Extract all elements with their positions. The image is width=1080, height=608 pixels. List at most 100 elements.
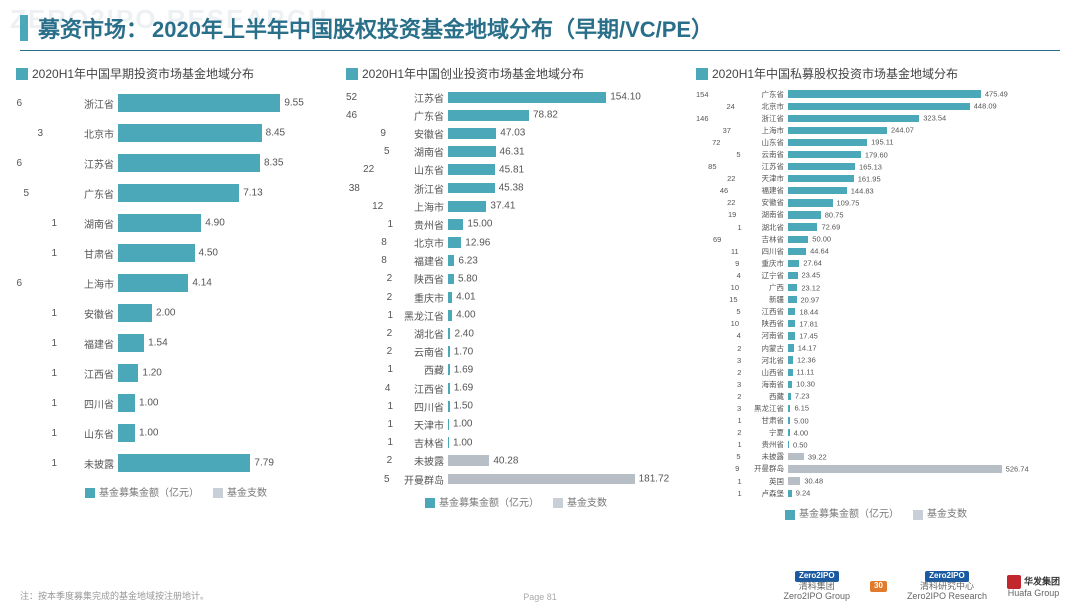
amount-bar <box>788 381 792 388</box>
chart-title: 2020H1年中国私募股权投资市场基金地域分布 <box>696 65 1056 82</box>
amount-area: 45.81 <box>448 161 686 179</box>
category-label: 吉林省 <box>744 234 788 245</box>
chart-row: 52江苏省154.10 <box>346 88 686 106</box>
count-area: 1 <box>696 416 744 425</box>
count-area: 1 <box>346 401 396 412</box>
category-label: 福建省 <box>66 336 118 351</box>
chart-row: 5未披露39.22 <box>696 451 1056 463</box>
amount-area: 165.13 <box>788 161 1056 173</box>
count-label: 2 <box>387 273 393 284</box>
count-area: 9 <box>346 128 396 139</box>
count-area: 46 <box>346 110 396 121</box>
amount-bar <box>118 394 135 412</box>
count-area: 22 <box>346 164 396 175</box>
count-label: 1 <box>738 416 742 425</box>
count-label: 5 <box>384 474 390 485</box>
amount-label: 12.96 <box>465 237 490 248</box>
amount-label: 40.28 <box>493 455 518 466</box>
count-label: 2 <box>387 292 393 303</box>
count-area: 4 <box>696 331 744 340</box>
amount-bar <box>788 369 793 376</box>
count-area: 2 <box>696 428 744 437</box>
amount-area: 244.07 <box>788 124 1056 136</box>
category-label: 江苏省 <box>396 90 448 105</box>
amount-label: 475.49 <box>985 90 1008 99</box>
amount-label: 0.50 <box>793 440 808 449</box>
amount-bar <box>448 401 450 412</box>
amount-area: 14.17 <box>788 342 1056 354</box>
amount-label: 1.54 <box>148 338 167 349</box>
amount-area: 154.10 <box>448 88 686 106</box>
count-area: 3 <box>696 404 744 413</box>
count-area: 24 <box>696 102 744 111</box>
count-label: 1 <box>388 310 394 321</box>
count-label: 2 <box>387 328 393 339</box>
category-label: 未披露 <box>66 456 118 471</box>
amount-bar <box>118 424 135 442</box>
amount-bar <box>788 139 867 146</box>
amount-area: 23.45 <box>788 269 1056 281</box>
count-label: 4 <box>737 331 741 340</box>
category-label: 江西省 <box>66 366 118 381</box>
amount-bar <box>788 284 797 291</box>
amount-area: 1.00 <box>448 415 686 433</box>
amount-area: 1.20 <box>118 358 336 388</box>
amount-label: 4.50 <box>199 248 218 259</box>
chart-row: 6江苏省8.35 <box>16 148 336 178</box>
count-label: 10 <box>731 283 739 292</box>
amount-bar <box>788 453 804 460</box>
category-label: 贵州省 <box>396 217 448 232</box>
amount-bar <box>788 175 854 182</box>
amount-bar <box>448 164 495 175</box>
amount-bar <box>788 417 790 424</box>
amount-area: 40.28 <box>448 452 686 470</box>
category-label: 黑龙江省 <box>396 308 448 323</box>
amount-label: 1.00 <box>453 437 472 448</box>
count-label: 1 <box>51 458 57 469</box>
category-label: 湖南省 <box>744 209 788 220</box>
amount-area: 50.00 <box>788 233 1056 245</box>
amount-bar <box>788 477 800 484</box>
amount-area: 4.00 <box>788 427 1056 439</box>
amount-area: 2.40 <box>448 324 686 342</box>
amount-label: 37.41 <box>490 201 515 212</box>
amount-bar <box>788 441 789 448</box>
category-label: 安徽省 <box>744 197 788 208</box>
amount-bar <box>788 248 806 255</box>
chart-row: 12上海市37.41 <box>346 197 686 215</box>
count-label: 22 <box>363 164 374 175</box>
amount-area: 4.14 <box>118 268 336 298</box>
amount-bar <box>788 236 808 243</box>
category-label: 上海市 <box>66 276 118 291</box>
category-label: 上海市 <box>744 125 788 136</box>
count-label: 15 <box>729 295 737 304</box>
amount-area: 1.69 <box>448 361 686 379</box>
logo-30: 30 <box>870 581 887 592</box>
count-area: 1 <box>696 489 744 498</box>
chart-row: 3北京市8.45 <box>16 118 336 148</box>
count-area: 37 <box>696 126 744 135</box>
count-area: 5 <box>346 146 396 157</box>
amount-area: 4.90 <box>118 208 336 238</box>
count-area: 4 <box>346 383 396 394</box>
category-label: 卢森堡 <box>744 488 788 499</box>
chart-row: 146浙江省323.54 <box>696 112 1056 124</box>
amount-area: 2.00 <box>118 298 336 328</box>
amount-label: 45.81 <box>499 164 524 175</box>
category-label: 浙江省 <box>66 96 118 111</box>
chart-row: 9开曼群岛526.74 <box>696 463 1056 475</box>
chart-title: 2020H1年中国早期投资市场基金地域分布 <box>16 65 336 82</box>
category-label: 北京市 <box>396 235 448 250</box>
amount-bar <box>788 320 795 327</box>
amount-bar <box>788 115 919 122</box>
amount-area: 37.41 <box>448 197 686 215</box>
amount-bar <box>448 346 450 357</box>
chart-row: 6浙江省9.55 <box>16 88 336 118</box>
amount-label: 1.69 <box>454 364 473 375</box>
amount-area: 46.31 <box>448 143 686 161</box>
category-label: 山东省 <box>66 426 118 441</box>
count-area: 1 <box>346 310 396 321</box>
amount-label: 17.45 <box>799 331 818 340</box>
count-label: 6 <box>16 278 22 289</box>
page-number: Page 81 <box>523 592 557 602</box>
